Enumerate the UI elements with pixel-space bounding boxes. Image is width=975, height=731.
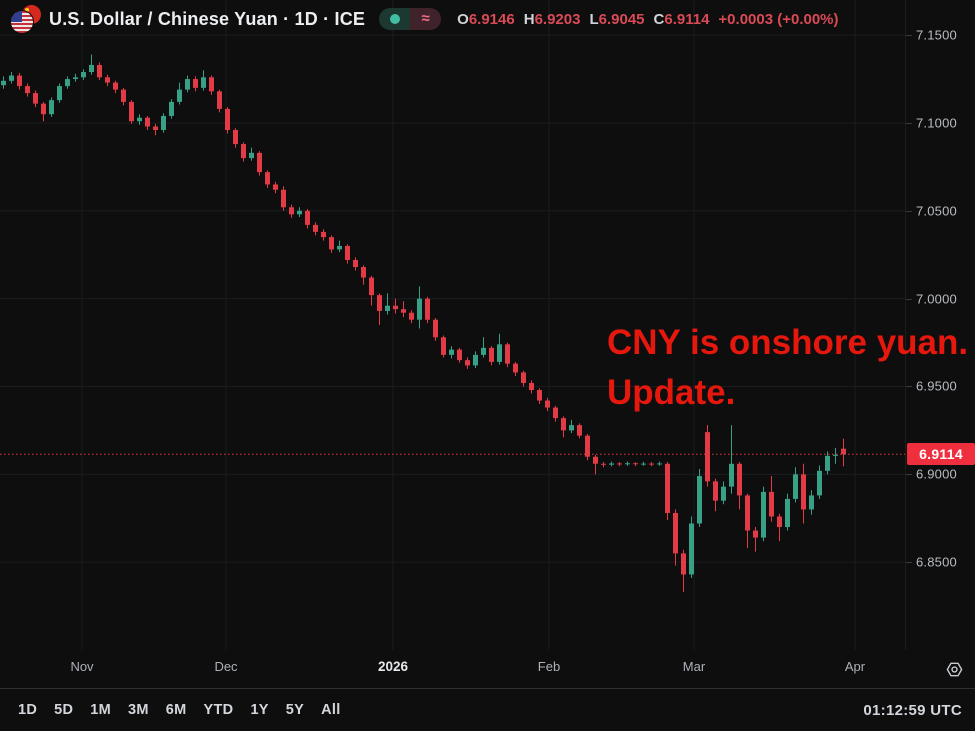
usdcny-pair-flag-icon	[10, 4, 41, 34]
market-open-dot-icon	[379, 8, 411, 30]
price-tick-label: 7.1500	[916, 27, 957, 43]
time-tick-label: Mar	[682, 659, 706, 674]
price-tick-label: 7.0500	[916, 203, 957, 219]
annotation-text: CNY is onshore yuan. Update.	[607, 318, 968, 418]
range-button-5y[interactable]: 5Y	[285, 702, 305, 718]
price-tick-label: 6.9500	[916, 378, 957, 394]
time-tick-label: Feb	[537, 659, 561, 674]
range-button-1m[interactable]: 1M	[90, 702, 112, 718]
chart-header: U.S. Dollar / Chinese Yuan · 1D · ICE ≈ …	[0, 0, 839, 38]
price-tick-mark	[906, 122, 912, 124]
price-tick-mark	[906, 386, 912, 388]
time-tick-label: Dec	[214, 659, 238, 674]
price-tick-mark	[906, 35, 912, 37]
us-flag-icon	[10, 9, 34, 34]
annotation-line-1: CNY is onshore yuan.	[607, 323, 969, 362]
axis-settings-gear-icon[interactable]	[943, 658, 965, 680]
price-tick-label: 6.9000	[916, 466, 957, 482]
bottom-toolbar: 1D 5D 1M 3M 6M YTD 1Y 5Y All 01:12:59 UTC	[0, 688, 975, 731]
range-button-5d[interactable]: 5D	[54, 702, 74, 718]
candlestick-chart-canvas[interactable]	[0, 0, 905, 650]
price-axis[interactable]: 6.9114 7.1500 7.1000 7.0500 7.0000 6.9500 6.9…	[905, 0, 975, 650]
change-value: +0.0003 (+0.00%)	[718, 10, 839, 28]
ohlc-item: H6.9203	[523, 10, 581, 28]
time-tick-label: Nov	[70, 659, 94, 674]
current-price-label: 6.9114	[907, 443, 975, 466]
range-button-1d[interactable]: 1D	[18, 702, 38, 718]
date-range-list: 1D 5D 1M 3M 6M YTD 1Y 5Y All	[0, 702, 358, 718]
price-tick-mark	[906, 298, 912, 300]
range-button-all[interactable]: All	[321, 702, 341, 718]
symbol-title[interactable]: U.S. Dollar / Chinese Yuan · 1D · ICE	[49, 8, 366, 29]
delayed-data-icon: ≈	[410, 8, 442, 30]
ohlc-item: O6.9146	[457, 10, 515, 28]
range-button-6m[interactable]: 6M	[165, 702, 187, 718]
clock-utc[interactable]: 01:12:59 UTC	[863, 701, 962, 719]
price-tick-mark	[906, 474, 912, 476]
price-tick-mark	[906, 562, 912, 564]
price-tick-label: 7.0000	[916, 291, 957, 307]
price-tick-mark	[906, 210, 912, 212]
ohlc-item: L6.9045	[589, 10, 645, 28]
range-button-ytd[interactable]: YTD	[203, 702, 234, 718]
price-tick-label: 6.8500	[916, 554, 957, 570]
ohlc-item: C6.9114	[653, 10, 710, 28]
time-axis[interactable]: Nov Dec 2026 Feb Mar Apr	[0, 650, 975, 688]
time-tick-label: 2026	[377, 659, 409, 674]
market-status-pill[interactable]: ≈	[379, 8, 442, 30]
range-button-3m[interactable]: 3M	[128, 702, 149, 718]
annotation-line-2: Update.	[607, 373, 736, 412]
price-tick-label: 7.1000	[916, 115, 957, 131]
ohlc-values: O6.9146 H6.9203 L6.9045 C6.9114 +0.0003 (+0.…	[457, 11, 838, 28]
range-button-1y[interactable]: 1Y	[250, 702, 269, 718]
time-tick-label: Apr	[844, 659, 866, 674]
